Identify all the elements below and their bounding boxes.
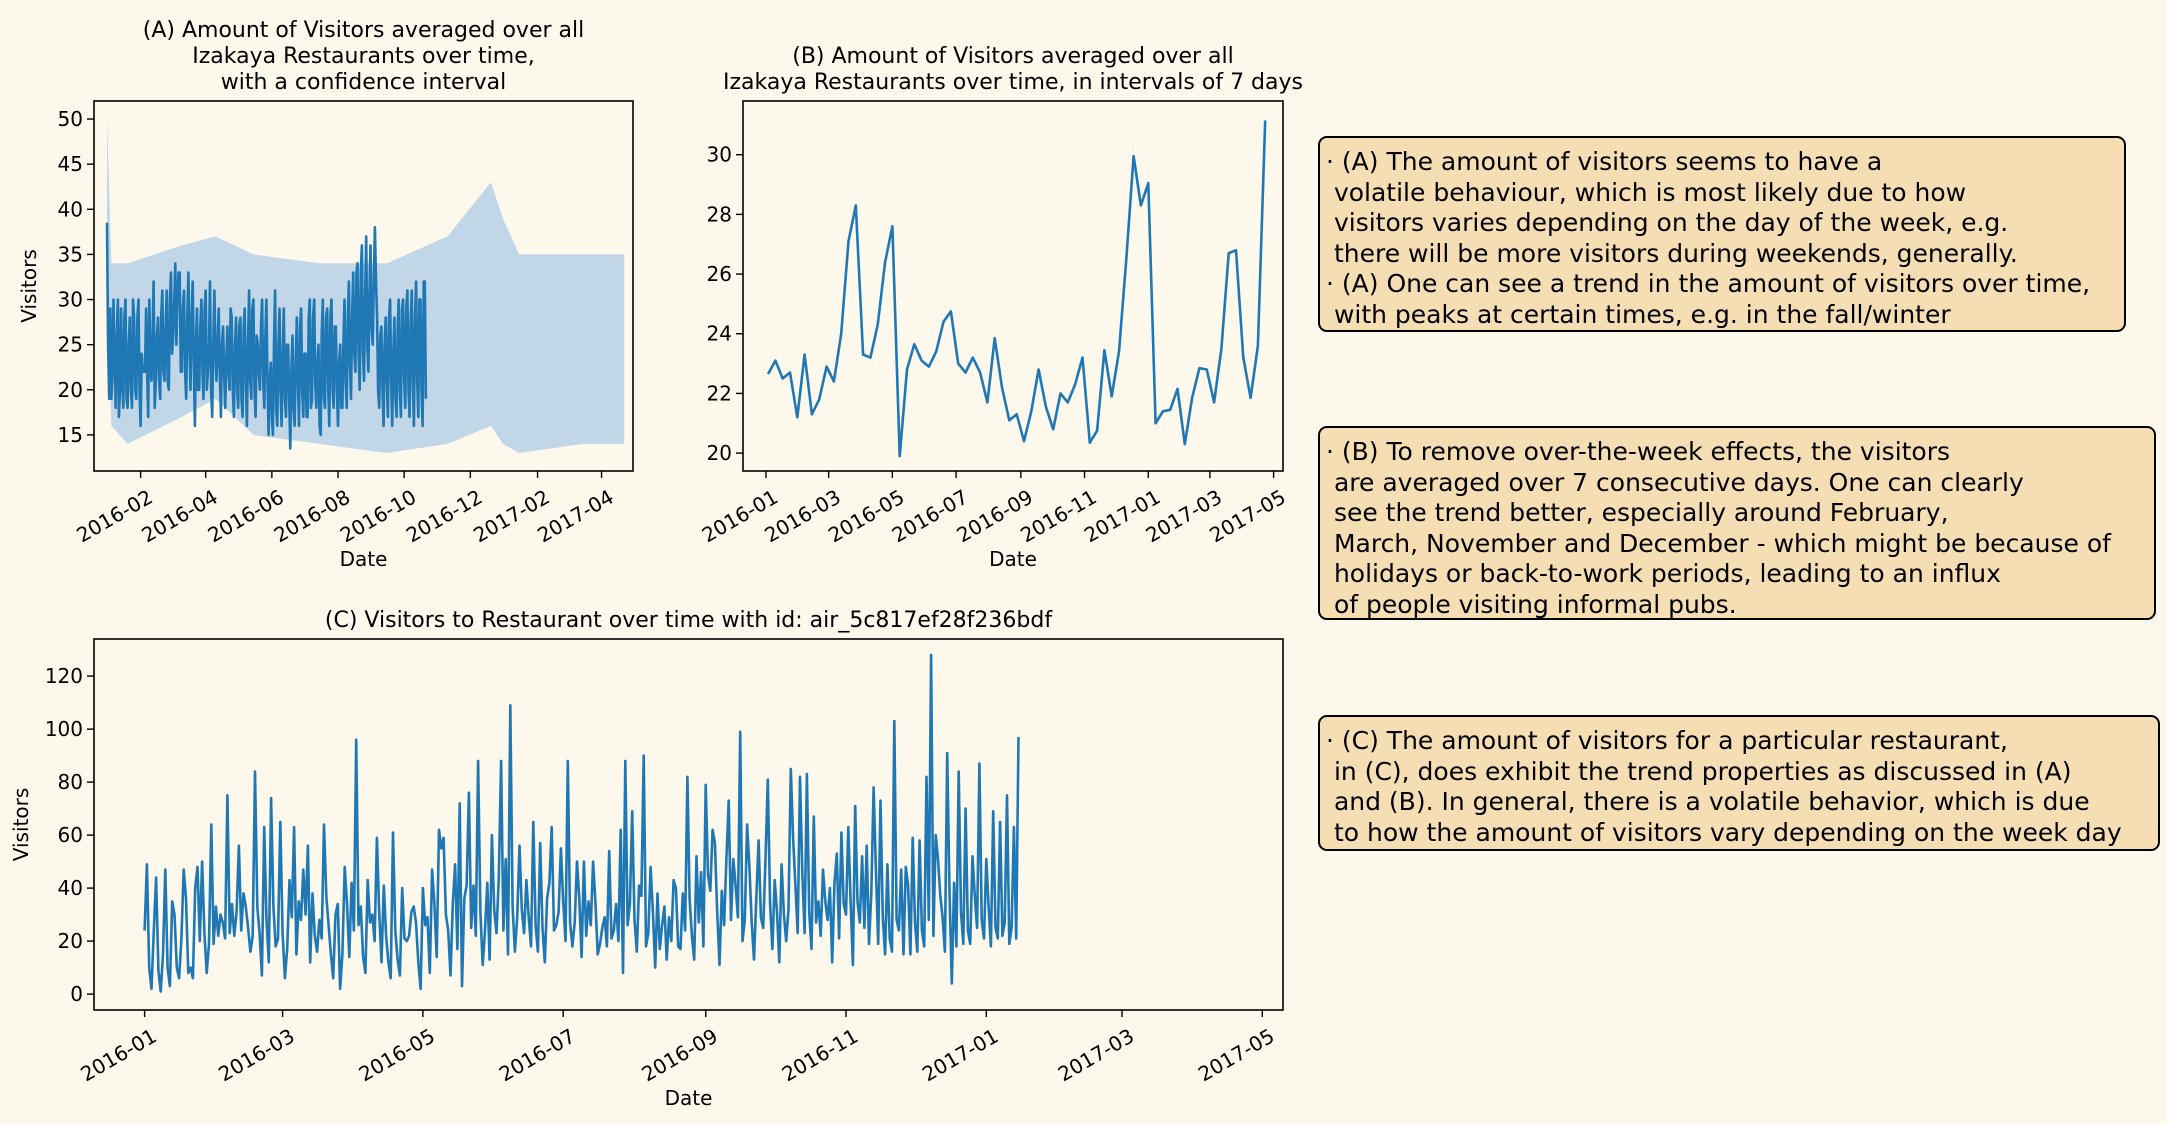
y-tick-label: 22 bbox=[707, 381, 732, 405]
y-tick-label: 26 bbox=[707, 262, 732, 286]
y-tick-label: 25 bbox=[58, 333, 83, 357]
chart-title-line: (C) Visitors to Restaurant over time wit… bbox=[325, 608, 1053, 633]
chart-a: 15202530354045502016-022016-042016-06201… bbox=[17, 18, 634, 571]
x-tick-label: 2016-01 bbox=[76, 1024, 160, 1087]
series-line bbox=[766, 120, 1267, 458]
x-axis-label: Date bbox=[340, 547, 388, 571]
note-box-c: · (C) The amount of visitors for a parti… bbox=[1318, 715, 2160, 851]
y-tick-label: 50 bbox=[58, 107, 83, 131]
series-line bbox=[105, 222, 428, 450]
y-tick-label: 20 bbox=[58, 929, 83, 953]
x-tick-label: 2016-05 bbox=[355, 1024, 439, 1087]
chart-b: 2022242628302016-012016-032016-052016-07… bbox=[698, 44, 1303, 571]
chart-c: 0 20 40 60 80 100 120 2016-01 2016-03 2016-05 2016… bbox=[9, 608, 1284, 1110]
note-box-a: · (A) The amount of visitors seems to ha… bbox=[1318, 136, 2126, 332]
x-tick-label: 2016-07 bbox=[495, 1024, 579, 1087]
y-tick-label: 40 bbox=[58, 197, 83, 221]
y-tick-label: 15 bbox=[58, 423, 83, 447]
chart-title-line: (B) Amount of Visitors averaged over all bbox=[792, 44, 1234, 69]
x-axis-label: Date bbox=[989, 547, 1037, 571]
plot-frame bbox=[742, 100, 1284, 472]
x-tick-label: 2016-03 bbox=[214, 1024, 298, 1087]
y-tick-label: 35 bbox=[58, 242, 83, 266]
note-box-b: · (B) To remove over-the-week effects, t… bbox=[1318, 426, 2156, 620]
y-tick-label: 100 bbox=[45, 717, 83, 741]
y-axis-label: Visitors bbox=[9, 788, 33, 862]
plot-frame bbox=[93, 638, 1284, 1011]
y-tick-label: 30 bbox=[707, 143, 732, 167]
y-tick-label: 45 bbox=[58, 152, 83, 176]
chart-title-line: Izakaya Restaurants over time, bbox=[192, 44, 535, 69]
series-line bbox=[143, 653, 1020, 993]
y-tick-label: 0 bbox=[70, 982, 83, 1006]
x-axis-label: Date bbox=[665, 1086, 713, 1110]
x-tick-label: 2016-09 bbox=[637, 1024, 721, 1087]
y-tick-label: 24 bbox=[707, 322, 732, 346]
x-tick-label: 2016-11 bbox=[778, 1024, 862, 1087]
chart-title-line: with a confidence interval bbox=[221, 70, 506, 95]
y-tick-label: 80 bbox=[58, 770, 83, 794]
y-tick-label: 40 bbox=[58, 876, 83, 900]
chart-title-line: Izakaya Restaurants over time, in interv… bbox=[723, 70, 1303, 95]
x-tick-label: 2017-01 bbox=[918, 1024, 1002, 1087]
y-tick-label: 120 bbox=[45, 664, 83, 688]
x-tick-label: 2017-05 bbox=[1194, 1024, 1278, 1087]
y-tick-label: 30 bbox=[58, 288, 83, 312]
plot-frame bbox=[93, 100, 634, 472]
y-axis-label: Visitors bbox=[17, 249, 41, 323]
chart-title-line: (A) Amount of Visitors averaged over all bbox=[143, 18, 584, 43]
y-tick-label: 60 bbox=[58, 823, 83, 847]
x-tick-label: 2017-03 bbox=[1054, 1024, 1138, 1087]
y-tick-label: 20 bbox=[58, 378, 83, 402]
y-tick-label: 28 bbox=[707, 202, 732, 226]
x-tick-label: 2016-12 bbox=[402, 485, 486, 548]
y-tick-label: 20 bbox=[707, 441, 732, 465]
